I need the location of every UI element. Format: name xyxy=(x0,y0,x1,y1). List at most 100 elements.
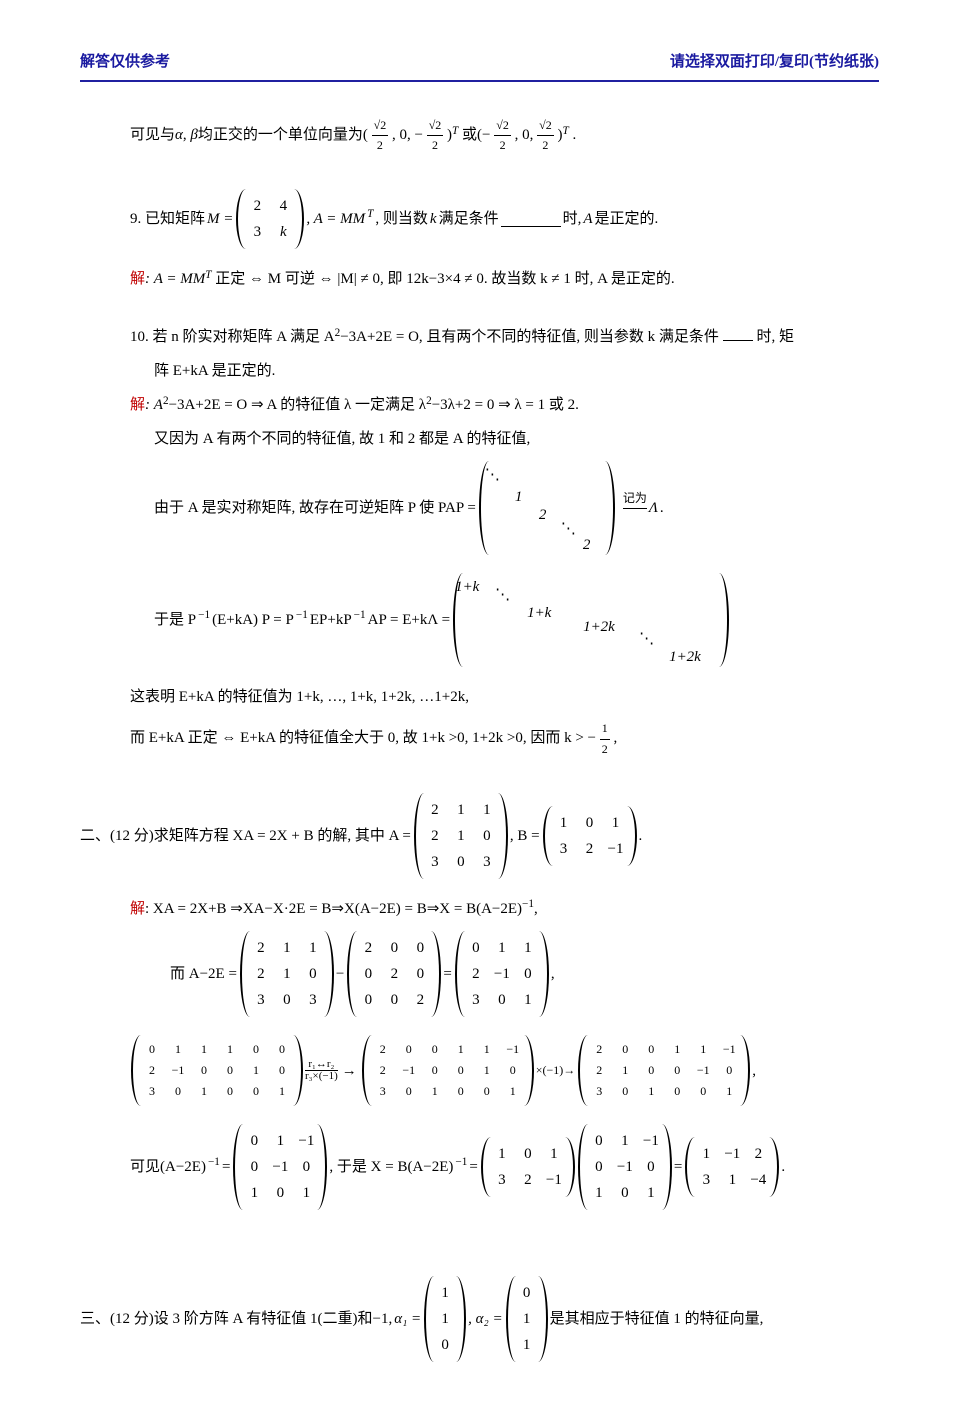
c: 2 xyxy=(370,1060,396,1081)
t: r₃×(−1) xyxy=(305,1071,338,1082)
blank xyxy=(501,211,561,227)
t: EP+kP xyxy=(310,608,352,632)
t: (E+kA) P = P xyxy=(212,608,294,632)
q9-text2: , 则当数 xyxy=(375,207,428,231)
t: 可见与 xyxy=(130,127,175,143)
d: 2 xyxy=(537,136,554,155)
c: 3 xyxy=(489,1167,515,1193)
note: 记为 xyxy=(623,489,647,528)
k: k xyxy=(430,207,437,231)
c: 2 xyxy=(463,961,489,987)
c: 0 xyxy=(217,1060,243,1081)
c: 0 xyxy=(243,1081,269,1102)
c: 1 xyxy=(293,1180,319,1206)
c: 0 xyxy=(638,1060,664,1081)
c: −1 xyxy=(396,1060,422,1081)
t: 是其相应于特征值 1 的特征向量, xyxy=(550,1307,764,1331)
c: −1 xyxy=(716,1039,742,1060)
c: 1 xyxy=(274,961,300,987)
c: 1 xyxy=(448,823,474,849)
a9: 解: A = MMT 正定 ⇔ M 可逆 ⇔ |M| ≠ 0, 即 12k−3×… xyxy=(130,267,879,291)
c: 1 xyxy=(191,1081,217,1102)
eq: = xyxy=(674,1155,682,1179)
sq: 2 xyxy=(335,327,341,339)
c: −1 xyxy=(267,1154,293,1180)
line-unit-vector: 可见与α, β均正交的一个单位向量为( √22 , 0, − √22 )T 或(… xyxy=(130,116,879,155)
t: 均正交的一个单位向量为( xyxy=(198,127,368,143)
c: 0 xyxy=(448,1060,474,1081)
inv: −1 xyxy=(198,606,210,624)
d: 2 xyxy=(600,740,610,759)
minus: − xyxy=(336,962,344,986)
supT: T xyxy=(205,269,211,281)
sq: 2 xyxy=(163,395,169,407)
t: , xyxy=(614,731,618,747)
n: √2 xyxy=(427,116,444,136)
c: 0 xyxy=(448,1081,474,1102)
inv: −1 xyxy=(455,1153,467,1171)
c: 1 xyxy=(191,1039,217,1060)
ans-label: 解 xyxy=(130,901,145,917)
c: 0 xyxy=(612,1081,638,1102)
dots-icon: ⋱ xyxy=(561,517,576,541)
row-op2: ×(−1)→ xyxy=(536,1061,576,1080)
row-op: r₁↔r₂ r₃×(−1) xyxy=(305,1059,338,1082)
supT: T xyxy=(367,205,373,223)
d: 1+k xyxy=(527,601,551,625)
t: : A xyxy=(145,397,163,413)
a10-2: 又因为 A 有两个不同的特征值, 故 1 和 2 都是 A 的特征值, xyxy=(130,427,879,451)
c: 1 xyxy=(664,1039,690,1060)
q9-text4: 时, xyxy=(563,207,582,231)
c: 0 xyxy=(422,1060,448,1081)
c: 0 xyxy=(243,1039,269,1060)
t: , xyxy=(534,901,538,917)
s2-ans1: 解: XA = 2X+B ⇒XA−X·2E = B⇒X(A−2E) = B⇒X … xyxy=(130,897,879,921)
dots-icon: ⋱ xyxy=(639,627,654,651)
c: 0 xyxy=(515,961,541,987)
t: 二、(12 分)求矩阵方程 XA = 2X + B 的解, 其中 A = xyxy=(80,824,411,848)
d: 1 xyxy=(515,485,523,509)
arrow-icon: → xyxy=(340,1059,359,1083)
c: 3 xyxy=(244,219,270,245)
c: 1 xyxy=(500,1081,526,1102)
c: 2 xyxy=(586,1039,612,1060)
t: 或(− xyxy=(462,127,490,143)
ans-label: 解 xyxy=(130,271,145,287)
c: 1 xyxy=(716,1081,742,1102)
t: −3A+2E = O ⇒ A 的特征值 λ 一定满足 λ xyxy=(169,397,427,413)
section3-head: 三、(12 分)设 3 阶方阵 A 有特征值 1(二重)和−1, α₁ = 1 … xyxy=(80,1276,879,1362)
c: 1 xyxy=(690,1039,716,1060)
q10c: 时, 矩 xyxy=(756,329,794,345)
inv: −1 xyxy=(354,606,366,624)
c: 1 xyxy=(586,1180,612,1206)
c: 0 xyxy=(300,961,326,987)
a10-1: 解: A2−3A+2E = O ⇒ A 的特征值 λ 一定满足 λ2−3λ+2 … xyxy=(130,393,879,417)
a9p1: : A = MMT xyxy=(145,271,212,287)
c: −1 xyxy=(612,1154,638,1180)
c: 0 xyxy=(638,1039,664,1060)
c: 2 xyxy=(355,935,381,961)
q9-text3: 满足条件 xyxy=(439,207,499,231)
c: 1 xyxy=(474,1060,500,1081)
inv: −1 xyxy=(522,898,534,910)
Meq: M = xyxy=(207,207,233,231)
c: 1 xyxy=(541,1141,567,1167)
ans-label: 解 xyxy=(130,397,145,413)
c: 0 xyxy=(274,987,300,1013)
c: 0 xyxy=(489,987,515,1013)
d: 2 xyxy=(583,533,591,557)
c: 2 xyxy=(422,797,448,823)
eq: = xyxy=(443,962,451,986)
c: −1 xyxy=(293,1128,319,1154)
AMMT: , A = MM xyxy=(306,207,365,231)
c: 0 xyxy=(500,1060,526,1081)
c: 0 xyxy=(432,1332,458,1358)
c: 1 xyxy=(515,987,541,1013)
c: 0 xyxy=(267,1180,293,1206)
d: 2 xyxy=(494,136,511,155)
s2-rowred: 011100 2−10010 301001 r₁↔r₂ r₃×(−1) → 20… xyxy=(130,1035,879,1107)
c: 3 xyxy=(463,987,489,1013)
c: 1 xyxy=(448,797,474,823)
c: 2 xyxy=(381,961,407,987)
eq: = xyxy=(222,1155,230,1179)
